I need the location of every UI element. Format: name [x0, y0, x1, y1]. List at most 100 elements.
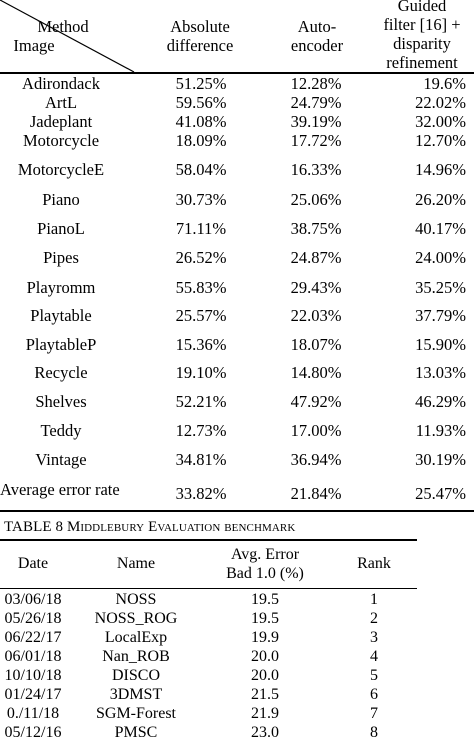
- cell-absolute: 33.82%: [175, 484, 227, 503]
- table-row: MotorcycleE 58.04% 16.33% 14.96%: [0, 160, 474, 180]
- cell-autoencoder: 39.19%: [290, 112, 342, 131]
- cell-image: PlaytableP: [25, 335, 97, 354]
- cell-date: 10/10/18: [4, 667, 62, 684]
- table-row: 05/26/18 NOSS_ROG 19.5 2: [0, 609, 417, 628]
- cell-autoencoder: 16.33%: [290, 160, 342, 179]
- table-row: 05/12/16 PMSC 23.0 8: [0, 723, 417, 742]
- cell-date: 03/06/18: [4, 591, 62, 608]
- col-header-guided-line1: Guided: [397, 0, 447, 15]
- table2-top-rule: [0, 539, 417, 541]
- cell-error: 20.0: [251, 667, 279, 684]
- table-caption: TABLE 8 Middlebury Evaluation benchmark: [4, 518, 295, 536]
- table-row: Recycle 19.10% 14.80% 13.03%: [0, 363, 474, 383]
- col-header-rank: Rank: [357, 555, 391, 572]
- cell-image: Vintage: [35, 450, 87, 469]
- cell-date: 0./11/18: [6, 705, 60, 722]
- cell-guided: 30.19%: [415, 450, 466, 469]
- cell-image: ArtL: [44, 93, 78, 112]
- cell-guided: 12.70%: [415, 131, 466, 150]
- cell-absolute: 12.73%: [175, 421, 227, 440]
- cell-guided: 26.20%: [415, 190, 466, 209]
- cell-name: NOSS_ROG: [94, 610, 178, 627]
- cell-date: 05/26/18: [4, 610, 62, 627]
- cell-error: 20.0: [251, 648, 279, 665]
- cell-guided: 19.6%: [423, 74, 466, 93]
- cell-image: Piano: [42, 190, 80, 209]
- cell-name: NOSS: [115, 591, 157, 608]
- cell-absolute: 34.81%: [175, 450, 227, 469]
- table-row: 06/22/17 LocalExp 19.9 3: [0, 628, 417, 647]
- col-header-guided-line3: disparity: [393, 34, 451, 53]
- cell-guided: 24.00%: [415, 248, 466, 267]
- cell-guided: 22.02%: [415, 93, 466, 112]
- cell-absolute: 52.21%: [175, 392, 227, 411]
- cell-image: Teddy: [40, 421, 82, 440]
- cell-rank: 4: [370, 648, 378, 665]
- cell-autoencoder: 36.94%: [290, 450, 342, 469]
- cell-absolute: 71.11%: [175, 219, 227, 238]
- cell-rank: 2: [370, 610, 378, 627]
- table-row: PlaytableP 15.36% 18.07% 15.90%: [0, 335, 474, 355]
- col-header-absolute-line2: difference: [166, 36, 234, 55]
- cell-autoencoder: 38.75%: [290, 219, 342, 238]
- cell-rank: 5: [370, 667, 378, 684]
- cell-error: 23.0: [251, 724, 279, 741]
- cell-autoencoder: 17.72%: [290, 131, 342, 150]
- cell-date: 06/01/18: [4, 648, 62, 665]
- cell-autoencoder: 24.79%: [290, 93, 342, 112]
- cell-image: Playtable: [30, 306, 92, 325]
- cell-name: 3DMST: [109, 686, 163, 703]
- col-header-guided-filter: Guided filter [16] + disparity refinemen…: [370, 0, 474, 72]
- col-header-name: Name: [116, 555, 156, 572]
- table-row: Vintage 34.81% 36.94% 30.19%: [0, 450, 474, 470]
- cell-absolute: 26.52%: [175, 248, 227, 267]
- table2-header: Date Name Rank Avg. Error Bad 1.0 (%): [0, 543, 417, 587]
- table-row: Adirondack 51.25% 12.28% 19.6%: [0, 74, 474, 94]
- cell-autoencoder: 17.00%: [290, 421, 342, 440]
- cell-rank: 8: [370, 724, 378, 741]
- cell-guided: 32.00%: [415, 112, 466, 131]
- cell-guided: 37.79%: [415, 306, 466, 325]
- cell-autoencoder: 14.80%: [290, 363, 342, 382]
- cell-error: 19.5: [251, 610, 279, 627]
- table-row: Jadeplant 41.08% 39.19% 32.00%: [0, 112, 474, 132]
- cell-absolute: 19.10%: [175, 363, 227, 382]
- cell-autoencoder: 21.84%: [290, 484, 342, 503]
- cell-absolute: 59.56%: [175, 93, 227, 112]
- header-rule: [0, 72, 474, 74]
- col-header-absolute-line1: Absolute: [170, 17, 230, 36]
- cell-image: MotorcycleE: [17, 160, 105, 179]
- header-diagonal-divider: [0, 0, 135, 73]
- table-row: 06/01/18 Nan_ROB 20.0 4: [0, 647, 417, 666]
- caption-title: Middlebury Evaluation benchmark: [66, 519, 296, 535]
- table-row: Teddy 12.73% 17.00% 11.93%: [0, 421, 474, 441]
- cell-autoencoder: 29.43%: [290, 278, 342, 297]
- table-row: Playtable 25.57% 22.03% 37.79%: [0, 306, 474, 326]
- cell-guided: 14.96%: [415, 160, 466, 179]
- cell-autoencoder: 47.92%: [290, 392, 342, 411]
- table-row: 10/10/18 DISCO 20.0 5: [0, 666, 417, 685]
- cell-guided: 25.47%: [415, 484, 466, 503]
- cell-error: 21.9: [251, 705, 279, 722]
- cell-guided: 11.93%: [415, 421, 466, 440]
- cell-autoencoder: 22.03%: [290, 306, 342, 325]
- cell-name: LocalExp: [104, 629, 168, 646]
- cell-image: Playromm: [26, 278, 96, 297]
- table-row: ArtL 59.56% 24.79% 22.02%: [0, 93, 474, 113]
- caption-number: TABLE 8: [4, 519, 64, 535]
- cell-error: 19.9: [251, 629, 279, 646]
- cell-absolute: 25.57%: [175, 306, 227, 325]
- table-row: PianoL 71.11% 38.75% 40.17%: [0, 219, 474, 239]
- cell-guided: 13.03%: [415, 363, 466, 382]
- cell-guided: 40.17%: [415, 219, 466, 238]
- method-header-label: Method: [37, 17, 89, 36]
- cell-date: 01/24/17: [4, 686, 62, 703]
- cell-rank: 6: [370, 686, 378, 703]
- table2-header-rule: [0, 588, 417, 589]
- cell-image: Adirondack: [22, 74, 100, 93]
- cell-absolute: 51.25%: [175, 74, 227, 93]
- cell-absolute: 55.83%: [175, 278, 227, 297]
- table-header: Method Image Absolute difference Auto- e…: [0, 0, 474, 73]
- table-row-average: Average error rate 33.82% 21.84% 25.47%: [0, 480, 474, 504]
